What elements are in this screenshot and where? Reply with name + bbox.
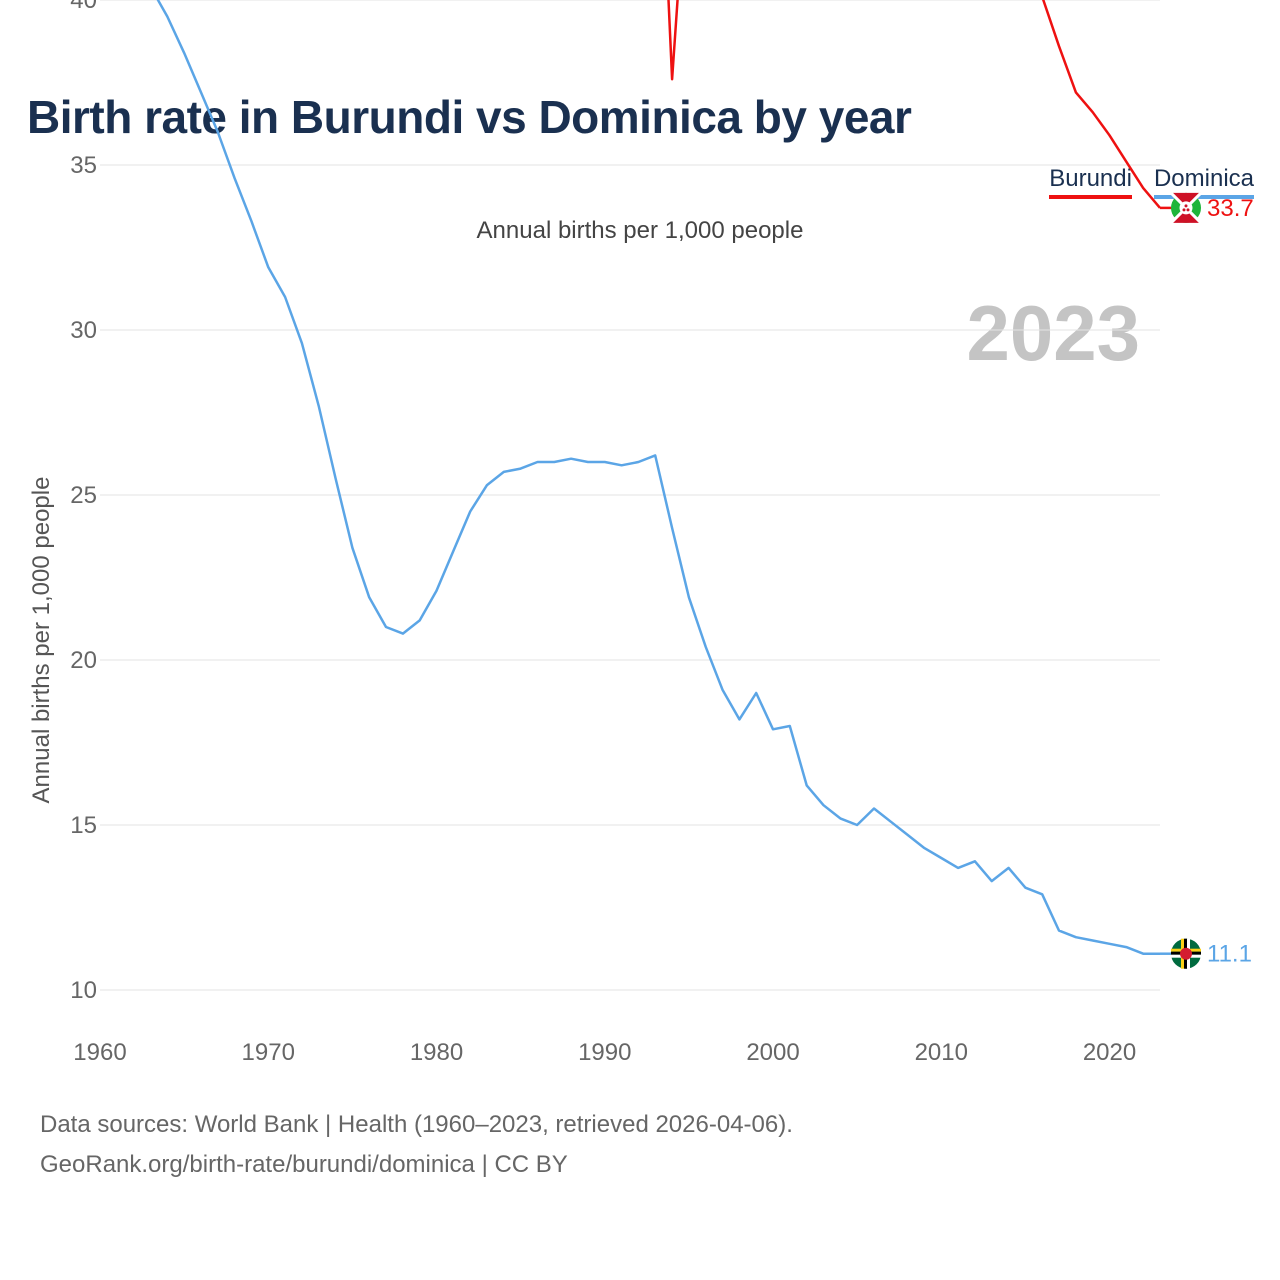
x-tick-label-1960: 1960 xyxy=(73,1039,126,1066)
y-tick-label-35: 35 xyxy=(70,152,97,179)
y-tick-label-10: 10 xyxy=(70,977,97,1004)
burundi-flag-icon xyxy=(1169,191,1203,224)
y-tick-label-30: 30 xyxy=(70,317,97,344)
end-label-dominica: 11.1 xyxy=(1207,941,1252,968)
year-watermark: 2023 xyxy=(966,289,1140,377)
series-line-dominica xyxy=(156,0,1160,955)
chart-title: Birth rate in Burundi vs Dominica by yea… xyxy=(27,91,912,143)
x-tick-label-1990: 1990 xyxy=(578,1039,631,1066)
footer: Data sources: World Bank | Health (1960–… xyxy=(40,1105,793,1185)
data-source-note: Data sources: World Bank | Health (1960–… xyxy=(40,1111,793,1138)
line-chart: 2023101520253035404550196019701980199020… xyxy=(70,0,1254,1066)
credit-link[interactable]: GeoRank.org/birth-rate/burundi/dominica … xyxy=(40,1151,568,1178)
legend-item-dominica[interactable]: Dominica xyxy=(1153,165,1254,199)
end-label-burundi: 33.7 xyxy=(1207,195,1254,222)
series-line-burundi xyxy=(667,0,1161,209)
y-tick-label-25: 25 xyxy=(70,482,97,509)
legend-item-burundi[interactable]: Burundi xyxy=(1049,165,1132,199)
x-tick-label-2010: 2010 xyxy=(915,1039,968,1066)
y-tick-label-15: 15 xyxy=(70,812,97,839)
x-tick-label-1980: 1980 xyxy=(410,1039,463,1066)
x-tick-label-1970: 1970 xyxy=(242,1039,295,1066)
legend: Burundi Dominica xyxy=(1049,165,1254,199)
chart-subtitle: Annual births per 1,000 people xyxy=(476,217,804,244)
x-tick-label-2000: 2000 xyxy=(746,1039,799,1066)
dominica-flag-icon xyxy=(1171,938,1201,969)
y-tick-label-40: 40 xyxy=(70,0,97,14)
y-tick-label-20: 20 xyxy=(70,647,97,674)
x-tick-label-2020: 2020 xyxy=(1083,1039,1136,1066)
